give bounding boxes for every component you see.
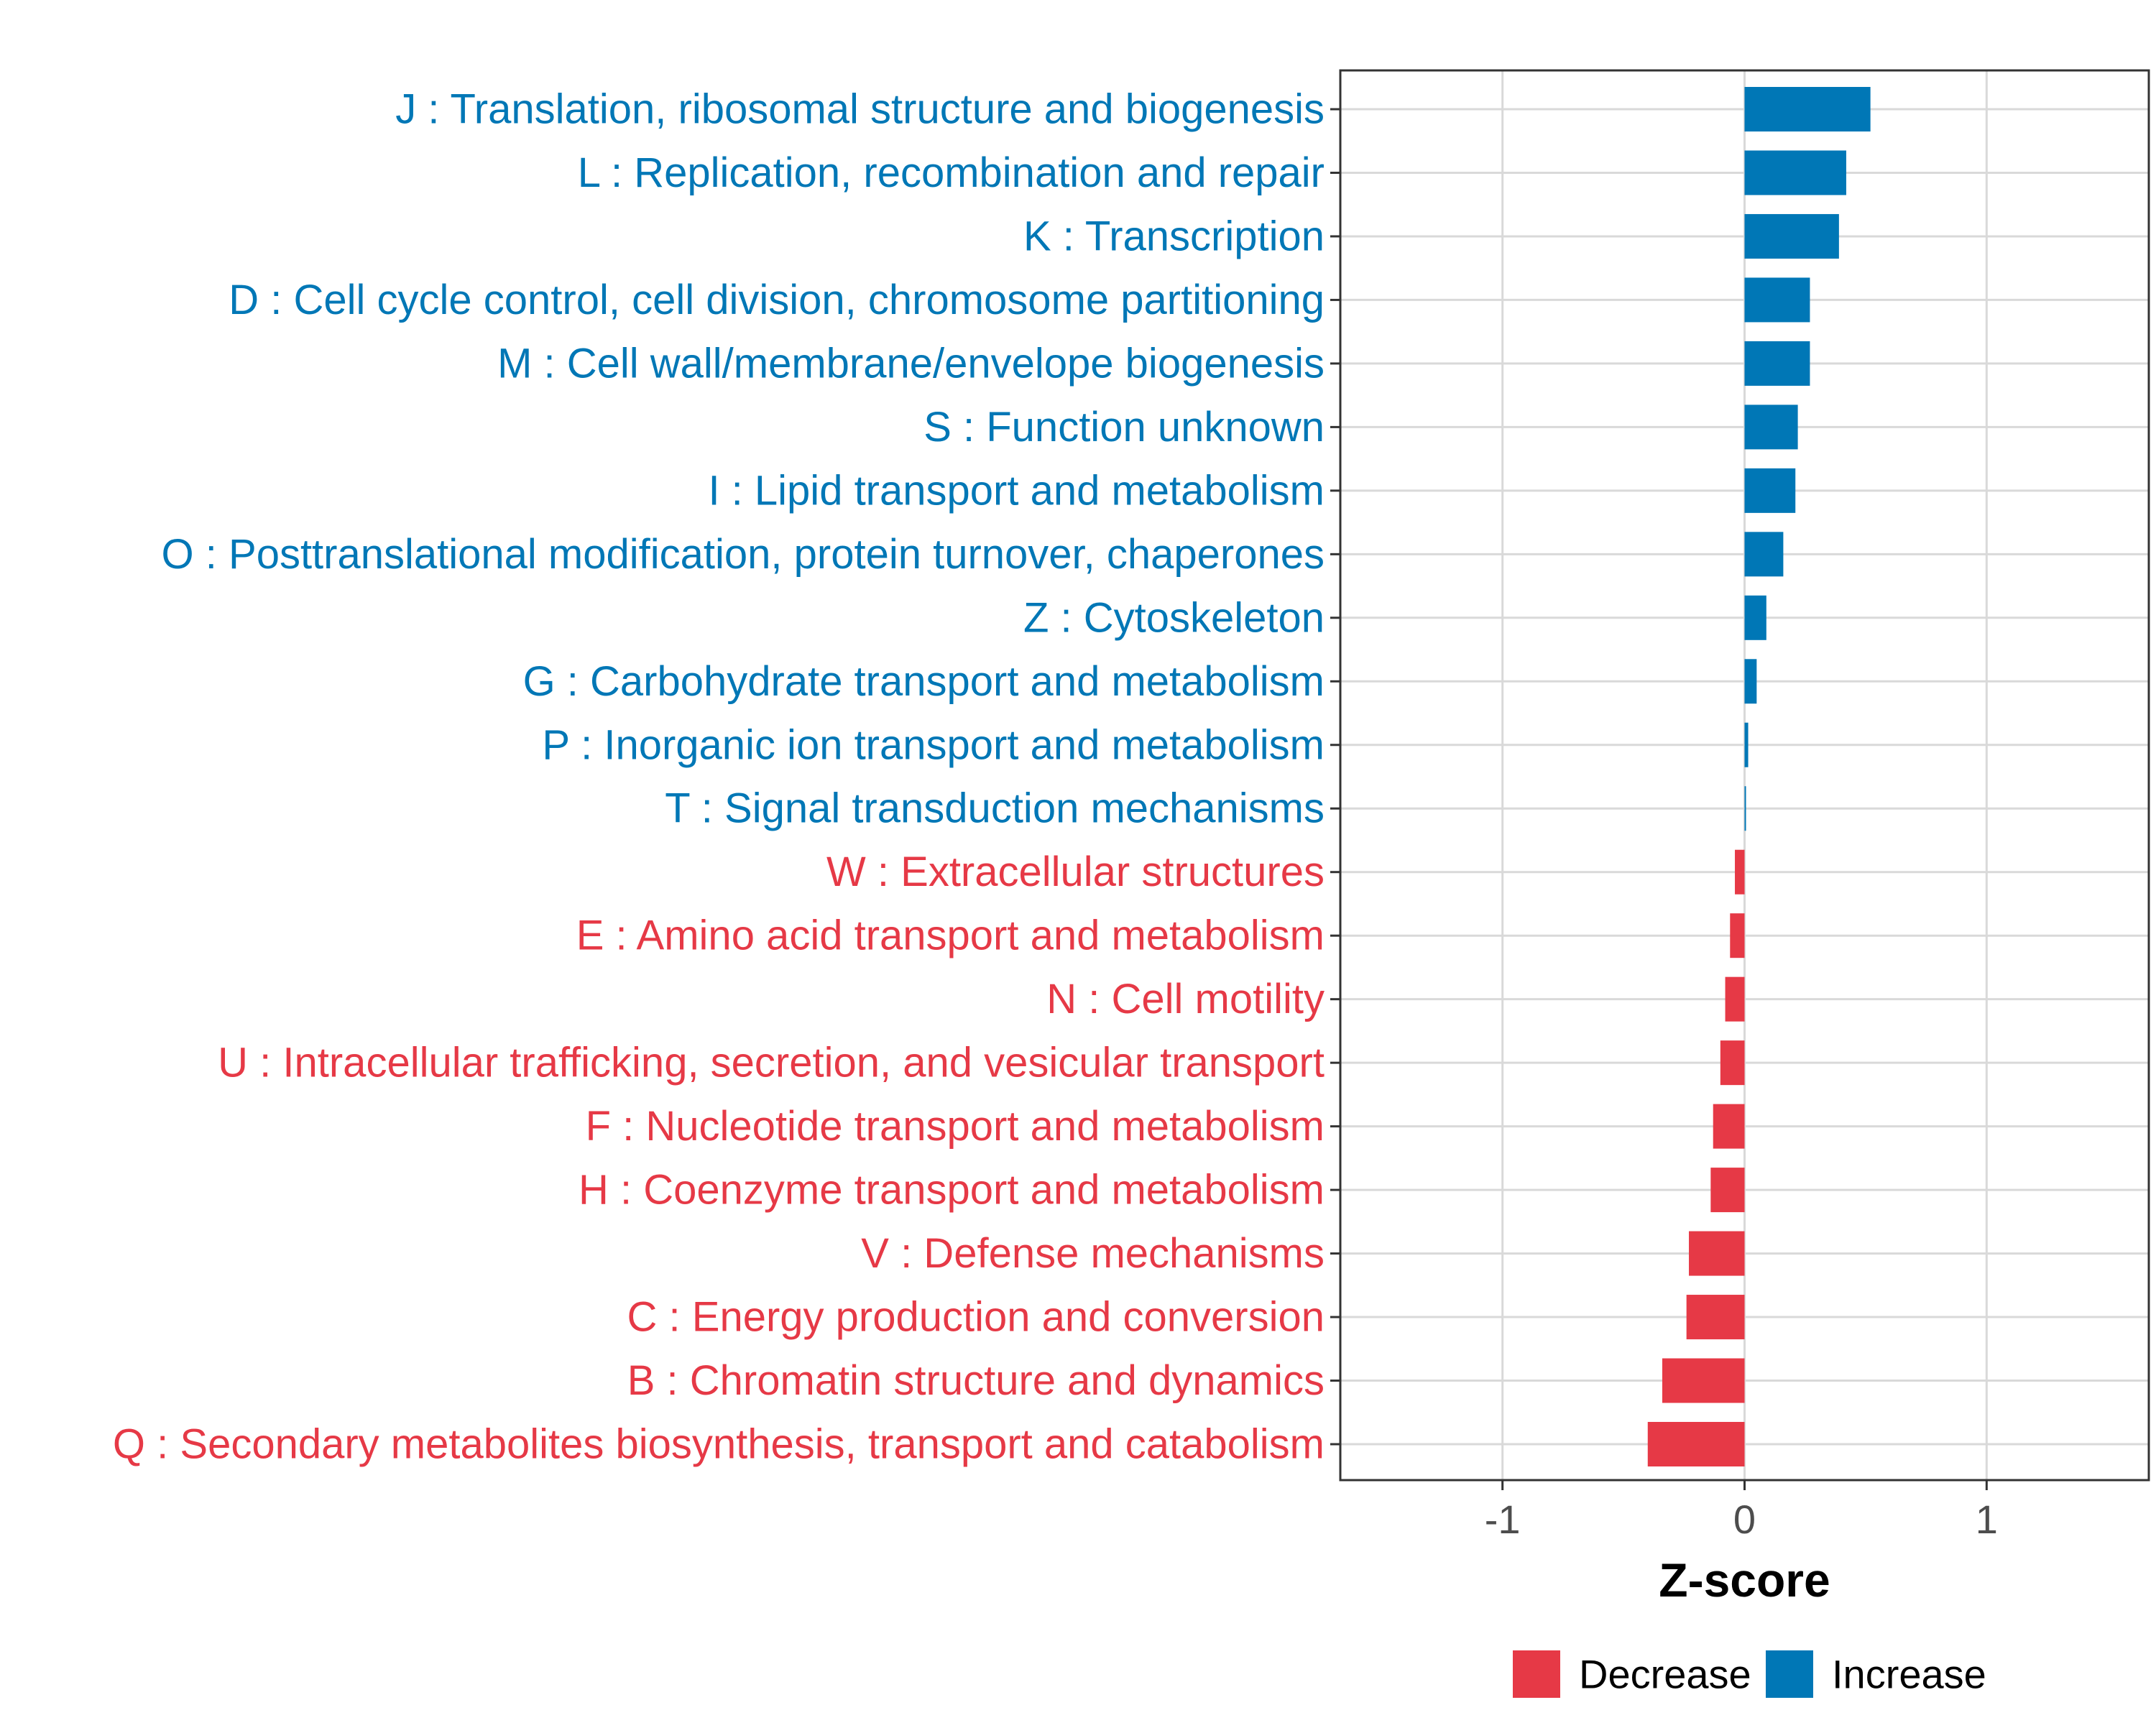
category-label: K : Transcription bbox=[1023, 213, 1325, 259]
bar bbox=[1647, 1422, 1745, 1466]
category-label: L : Replication, recombination and repai… bbox=[578, 149, 1325, 196]
category-label: M : Cell wall/membrane/envelope biogenes… bbox=[497, 340, 1325, 387]
category-label: N : Cell motility bbox=[1046, 976, 1325, 1022]
category-label: U : Intracellular trafficking, secretion… bbox=[218, 1040, 1325, 1086]
bar bbox=[1744, 659, 1757, 704]
category-label: I : Lipid transport and metabolism bbox=[708, 467, 1325, 514]
bar bbox=[1713, 1104, 1745, 1149]
category-label: F : Nucleotide transport and metabolism bbox=[586, 1103, 1325, 1150]
bar bbox=[1744, 341, 1810, 386]
bars bbox=[1647, 87, 1871, 1466]
bar bbox=[1744, 87, 1871, 131]
bar bbox=[1744, 722, 1749, 767]
category-label: W : Extracellular structures bbox=[826, 849, 1325, 895]
legend-swatch-decrease bbox=[1513, 1650, 1560, 1698]
legend-label-decrease: Decrease bbox=[1579, 1652, 1751, 1697]
bar bbox=[1662, 1358, 1745, 1403]
legend-swatch-increase bbox=[1766, 1650, 1813, 1698]
bar bbox=[1689, 1231, 1745, 1276]
bar bbox=[1744, 405, 1798, 450]
category-label: J : Translation, ribosomal structure and… bbox=[395, 86, 1325, 133]
bar bbox=[1744, 468, 1796, 513]
x-tick-label: 1 bbox=[1976, 1497, 1998, 1542]
bar bbox=[1744, 595, 1766, 640]
category-label: P : Inorganic ion transport and metaboli… bbox=[542, 721, 1325, 768]
category-label: C : Energy production and conversion bbox=[627, 1294, 1325, 1341]
bar bbox=[1725, 976, 1745, 1022]
legend-label-increase: Increase bbox=[1832, 1652, 1986, 1697]
category-label: E : Amino acid transport and metabolism bbox=[576, 912, 1325, 959]
x-axis-title: Z-score bbox=[1659, 1553, 1830, 1607]
bar bbox=[1730, 913, 1745, 958]
bar bbox=[1744, 532, 1784, 577]
category-label: Z : Cytoskeleton bbox=[1023, 594, 1325, 641]
category-label: Q : Secondary metabolites biosynthesis, … bbox=[113, 1421, 1325, 1468]
x-tick-label: 0 bbox=[1733, 1497, 1756, 1542]
bar bbox=[1744, 786, 1746, 831]
bar bbox=[1735, 849, 1745, 895]
category-labels: J : Translation, ribosomal structure and… bbox=[113, 86, 1325, 1468]
category-label: H : Coenzyme transport and metabolism bbox=[579, 1167, 1325, 1214]
bar bbox=[1710, 1168, 1745, 1213]
bar bbox=[1744, 213, 1839, 259]
category-label: S : Function unknown bbox=[923, 404, 1325, 451]
category-label: G : Carbohydrate transport and metabolis… bbox=[523, 658, 1325, 705]
bar bbox=[1686, 1295, 1745, 1340]
bar bbox=[1744, 277, 1810, 323]
category-label: D : Cell cycle control, cell division, c… bbox=[229, 277, 1325, 323]
category-label: T : Signal transduction mechanisms bbox=[665, 785, 1325, 832]
bar bbox=[1720, 1040, 1745, 1086]
legend: Decrease Increase bbox=[1513, 1650, 1986, 1698]
category-label: O : Posttranslational modification, prot… bbox=[162, 531, 1325, 578]
category-label: V : Defense mechanisms bbox=[861, 1230, 1325, 1277]
x-tick-label: -1 bbox=[1485, 1497, 1521, 1542]
y-axis-ticks bbox=[1330, 108, 1340, 1446]
bar bbox=[1744, 150, 1846, 195]
x-axis-ticks: -1 0 1 bbox=[1485, 1480, 1998, 1542]
category-label: B : Chromatin structure and dynamics bbox=[627, 1357, 1325, 1404]
